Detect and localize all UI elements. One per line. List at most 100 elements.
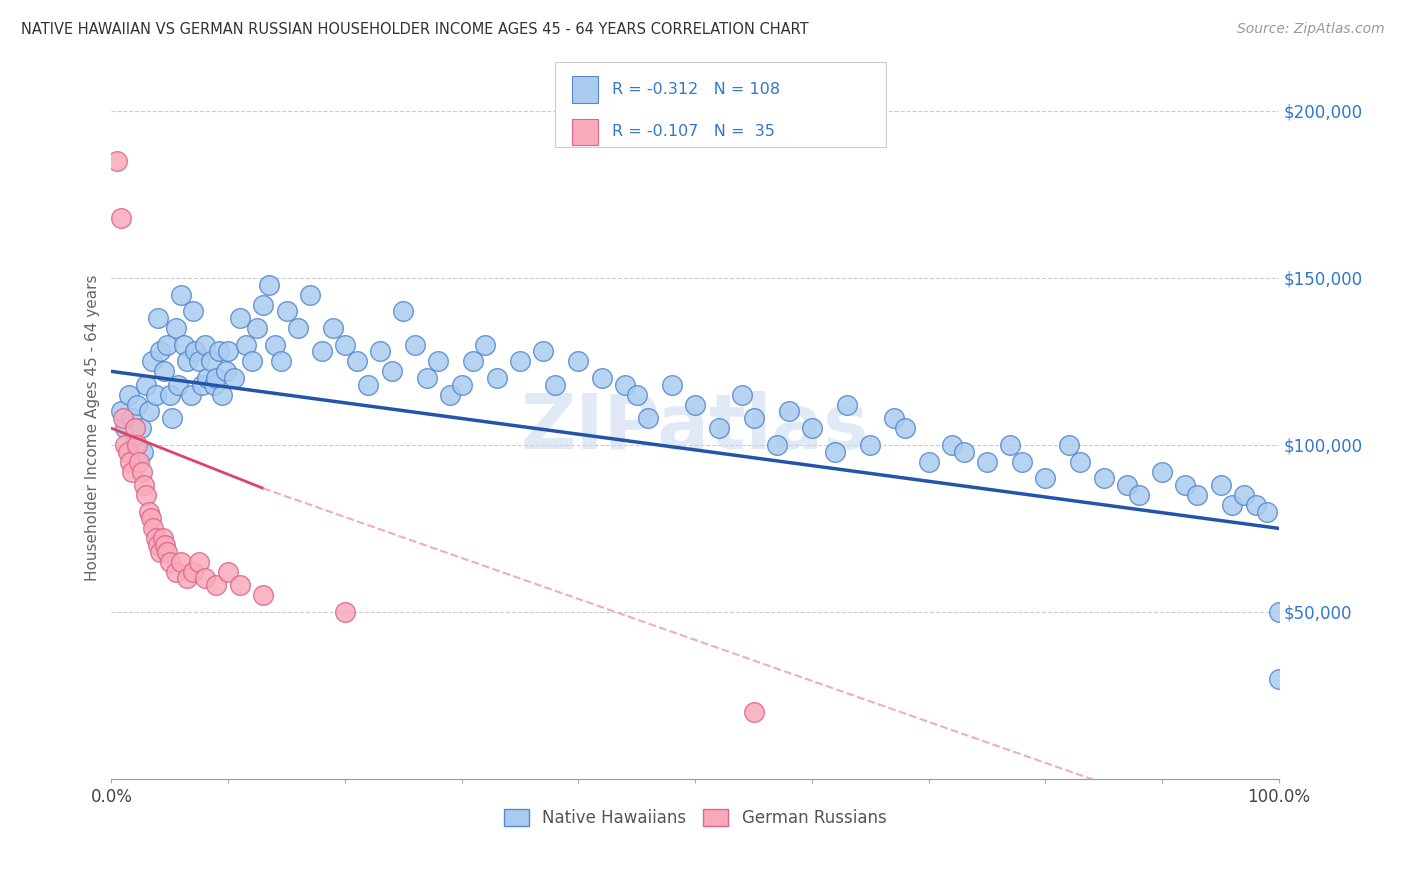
Point	[626, 388, 648, 402]
Point	[427, 354, 450, 368]
Point	[276, 304, 298, 318]
Point	[1233, 488, 1256, 502]
Point	[1069, 454, 1091, 468]
Point	[184, 344, 207, 359]
Point	[132, 444, 155, 458]
Point	[544, 377, 567, 392]
Point	[139, 511, 162, 525]
Point	[135, 488, 157, 502]
Point	[392, 304, 415, 318]
Point	[202, 377, 225, 392]
Point	[474, 337, 496, 351]
Point	[1256, 505, 1278, 519]
Point	[485, 371, 508, 385]
Point	[222, 371, 245, 385]
Point	[731, 388, 754, 402]
Point	[110, 404, 132, 418]
Point	[742, 705, 765, 719]
Point	[1174, 478, 1197, 492]
Point	[176, 354, 198, 368]
Point	[205, 578, 228, 592]
Point	[118, 388, 141, 402]
Point	[132, 478, 155, 492]
Point	[167, 377, 190, 392]
Legend: Native Hawaiians, German Russians: Native Hawaiians, German Russians	[498, 802, 893, 834]
Point	[614, 377, 637, 392]
Point	[152, 532, 174, 546]
Point	[159, 388, 181, 402]
Point	[146, 538, 169, 552]
Point	[149, 545, 172, 559]
Point	[1011, 454, 1033, 468]
Point	[195, 371, 218, 385]
Point	[246, 321, 269, 335]
Point	[311, 344, 333, 359]
Point	[129, 421, 152, 435]
Point	[357, 377, 380, 392]
Point	[952, 444, 974, 458]
Point	[824, 444, 846, 458]
Point	[835, 398, 858, 412]
Point	[120, 454, 142, 468]
Point	[142, 521, 165, 535]
Point	[368, 344, 391, 359]
Point	[217, 565, 239, 579]
Point	[1268, 605, 1291, 619]
Point	[110, 211, 132, 225]
Point	[637, 411, 659, 425]
Point	[450, 377, 472, 392]
Point	[131, 465, 153, 479]
Point	[270, 354, 292, 368]
Point	[1116, 478, 1139, 492]
Point	[742, 411, 765, 425]
Point	[180, 388, 202, 402]
Point	[766, 438, 789, 452]
Point	[176, 572, 198, 586]
Point	[173, 337, 195, 351]
Point	[138, 505, 160, 519]
Point	[941, 438, 963, 452]
Point	[1152, 465, 1174, 479]
Point	[591, 371, 613, 385]
Point	[128, 454, 150, 468]
Point	[1035, 471, 1057, 485]
Point	[229, 310, 252, 325]
Point	[124, 438, 146, 452]
Point	[252, 297, 274, 311]
Point	[127, 438, 149, 452]
Point	[229, 578, 252, 592]
Point	[112, 411, 135, 425]
Point	[509, 354, 531, 368]
Point	[778, 404, 800, 418]
Point	[707, 421, 730, 435]
Point	[1209, 478, 1232, 492]
Point	[149, 344, 172, 359]
Point	[153, 364, 176, 378]
Y-axis label: Householder Income Ages 45 - 64 years: Householder Income Ages 45 - 64 years	[86, 275, 100, 582]
Point	[235, 337, 257, 351]
Point	[894, 421, 917, 435]
Point	[160, 411, 183, 425]
Point	[217, 344, 239, 359]
Point	[145, 388, 167, 402]
Point	[211, 388, 233, 402]
Point	[463, 354, 485, 368]
Text: R = -0.107   N =  35: R = -0.107 N = 35	[612, 124, 775, 139]
Point	[683, 398, 706, 412]
Point	[181, 304, 204, 318]
Point	[145, 532, 167, 546]
Text: Source: ZipAtlas.com: Source: ZipAtlas.com	[1237, 22, 1385, 37]
Point	[859, 438, 882, 452]
Point	[146, 310, 169, 325]
Point	[105, 153, 128, 168]
Point	[114, 438, 136, 452]
Point	[1268, 672, 1291, 686]
Point	[156, 545, 179, 559]
Point	[117, 444, 139, 458]
Point	[165, 565, 187, 579]
Point	[153, 538, 176, 552]
Text: NATIVE HAWAIIAN VS GERMAN RUSSIAN HOUSEHOLDER INCOME AGES 45 - 64 YEARS CORRELAT: NATIVE HAWAIIAN VS GERMAN RUSSIAN HOUSEH…	[21, 22, 808, 37]
Point	[208, 344, 231, 359]
Point	[205, 371, 228, 385]
Point	[1185, 488, 1208, 502]
